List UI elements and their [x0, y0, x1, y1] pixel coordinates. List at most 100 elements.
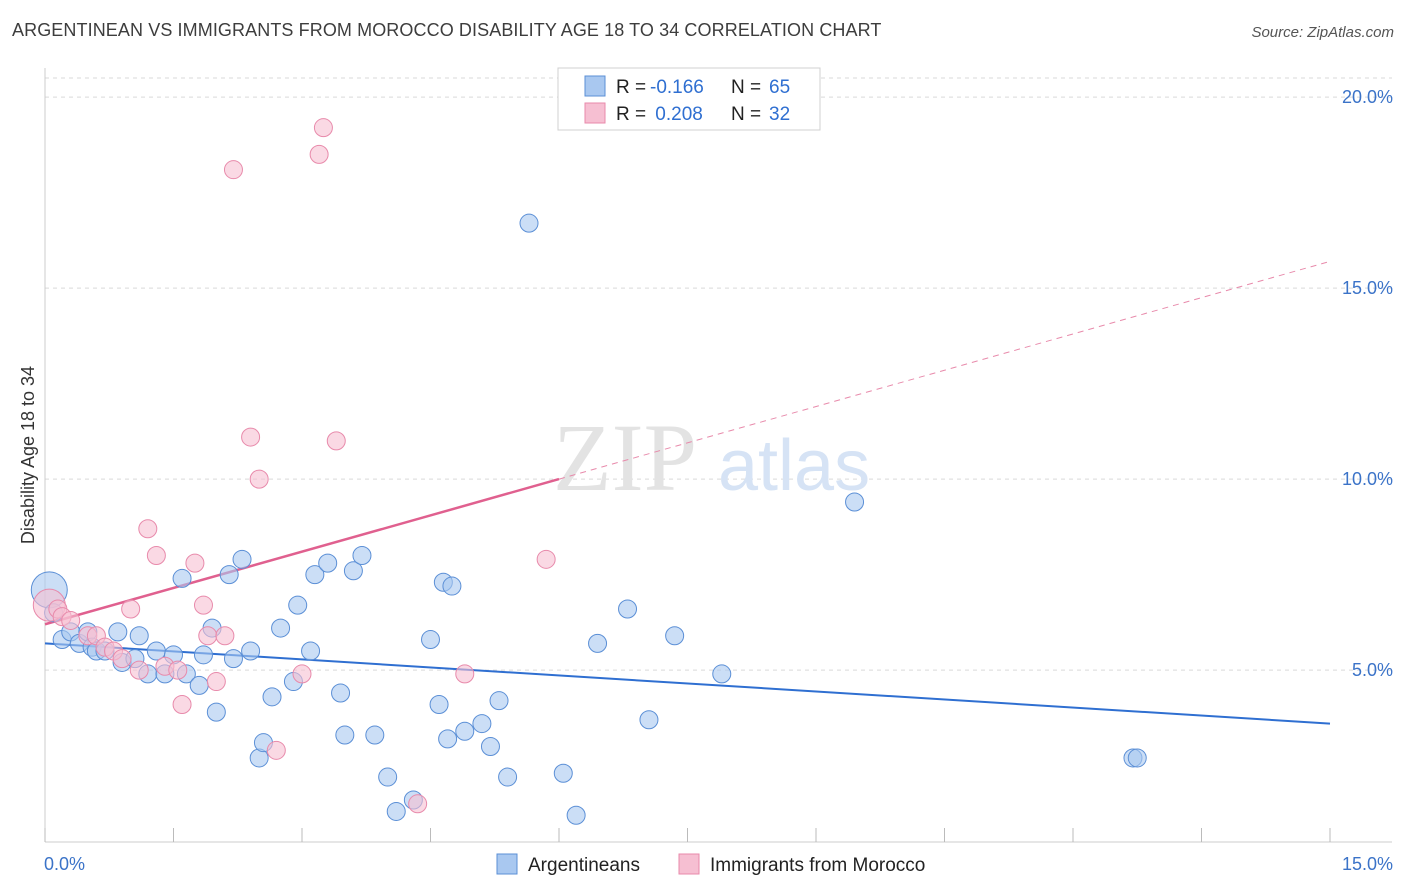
x-tick-label: 0.0% [44, 854, 85, 874]
argentineans-point [352, 546, 372, 565]
y-tick-label: 20.0% [1342, 87, 1393, 107]
argentineans-point [472, 714, 492, 734]
argentineans-point [553, 763, 573, 783]
grid-lines [45, 77, 1392, 671]
legend-n-value: 32 [769, 104, 790, 125]
argentineans-point [566, 805, 586, 825]
argentineans-point [455, 721, 475, 741]
argentineans-point [172, 568, 192, 588]
legend-swatch-pink [584, 102, 606, 124]
morocco-point [455, 664, 475, 684]
argentineans-point [480, 737, 500, 756]
argentineans-point [241, 641, 261, 661]
morocco-point [112, 649, 132, 669]
argentineans-point [519, 213, 539, 233]
legend-swatch-argentineans [496, 853, 518, 875]
morocco-point [168, 660, 188, 680]
series-legend: Argentineans Immigrants from Morocco [496, 853, 925, 876]
legend-swatch-blue [584, 75, 606, 97]
morocco-point [292, 664, 312, 684]
y-tick-label: 10.0% [1342, 469, 1393, 489]
legend-r-label: R = [616, 77, 646, 98]
legend-r-value: -0.166 [650, 77, 704, 98]
legend-swatch-morocco [678, 853, 700, 875]
morocco-point [206, 672, 226, 692]
x-tick-label: 15.0% [1342, 854, 1393, 874]
stats-legend: R = -0.166 N = 65 R = 0.208 N = 32 [557, 67, 821, 131]
y-tick-labels: 5.0% 10.0% 15.0% 20.0% [1342, 87, 1393, 680]
argentineans-point [288, 595, 308, 615]
argentineans-point [262, 687, 282, 707]
legend-r-value: 0.208 [650, 104, 703, 125]
legend-n-label: N = [731, 104, 761, 125]
morocco-point [326, 431, 346, 451]
argentineans-point [1127, 748, 1147, 768]
watermark-zip: ZIP [553, 404, 697, 511]
y-axis-label: Disability Age 18 to 34 [18, 366, 38, 544]
argentineans-point [365, 725, 385, 745]
chart-title: ARGENTINEAN VS IMMIGRANTS FROM MOROCCO D… [12, 20, 882, 40]
argentineans-point [301, 641, 321, 661]
argentineans-point [429, 694, 449, 714]
argentineans-point [318, 553, 338, 573]
morocco-point [61, 610, 81, 630]
argentineans-point [639, 710, 659, 730]
argentineans-point [618, 599, 638, 619]
morocco-point [215, 626, 235, 646]
morocco-point [138, 519, 158, 539]
legend-label-argentineans: Argentineans [528, 855, 640, 876]
argentineans-point [129, 626, 149, 646]
argentineans-point [206, 702, 226, 722]
morocco-point [309, 144, 329, 164]
legend-n-value: 65 [769, 77, 790, 98]
y-tick-label: 5.0% [1352, 660, 1393, 680]
argentineans-point [712, 664, 732, 684]
argentineans-point [386, 801, 406, 821]
morocco-point [193, 595, 213, 615]
argentineans-point [305, 565, 325, 585]
argentineans-point [498, 767, 518, 787]
argentineans-point [219, 565, 239, 585]
legend-label-morocco: Immigrants from Morocco [710, 855, 925, 876]
morocco-point [129, 660, 149, 680]
morocco-point [185, 553, 205, 573]
x-tick-labels: 0.0% 15.0% [44, 854, 1393, 874]
argentineans-point [223, 649, 243, 669]
morocco-point [198, 626, 218, 646]
legend-r-label: R = [616, 104, 646, 125]
source-label: Source: ZipAtlas.com [1251, 24, 1394, 41]
argentineans-point [378, 767, 398, 787]
morocco-point [223, 160, 243, 180]
morocco-point [121, 599, 141, 619]
morocco-point [313, 118, 333, 138]
watermark-atlas: atlas [718, 426, 870, 506]
watermark: ZIP atlas [553, 404, 870, 511]
argentineans-point [588, 633, 608, 653]
argentineans-point [232, 549, 252, 569]
morocco-point [241, 427, 261, 447]
argentineans-point [665, 626, 685, 646]
argentineans-trend-line [44, 642, 1331, 725]
argentineans-point [335, 725, 355, 745]
argentineans-point [438, 729, 458, 749]
argentineans-point [193, 645, 213, 665]
morocco-point [408, 794, 428, 814]
axes [44, 68, 1392, 843]
argentineans-point [845, 492, 865, 512]
morocco-point [172, 694, 192, 714]
morocco-trend-extension [558, 260, 1331, 480]
argentineans-point [331, 683, 351, 703]
legend-n-label: N = [731, 77, 761, 98]
argentineans-point [189, 675, 209, 695]
morocco-point [266, 740, 286, 760]
argentineans-point [489, 691, 509, 711]
argentineans-point [271, 618, 291, 638]
morocco-point [536, 549, 556, 569]
argentineans-point [421, 630, 440, 650]
argentineans-point [442, 576, 462, 596]
morocco-point [146, 546, 166, 565]
argentineans-point [343, 561, 363, 581]
data-points [30, 118, 1147, 825]
y-tick-label: 15.0% [1342, 278, 1393, 298]
